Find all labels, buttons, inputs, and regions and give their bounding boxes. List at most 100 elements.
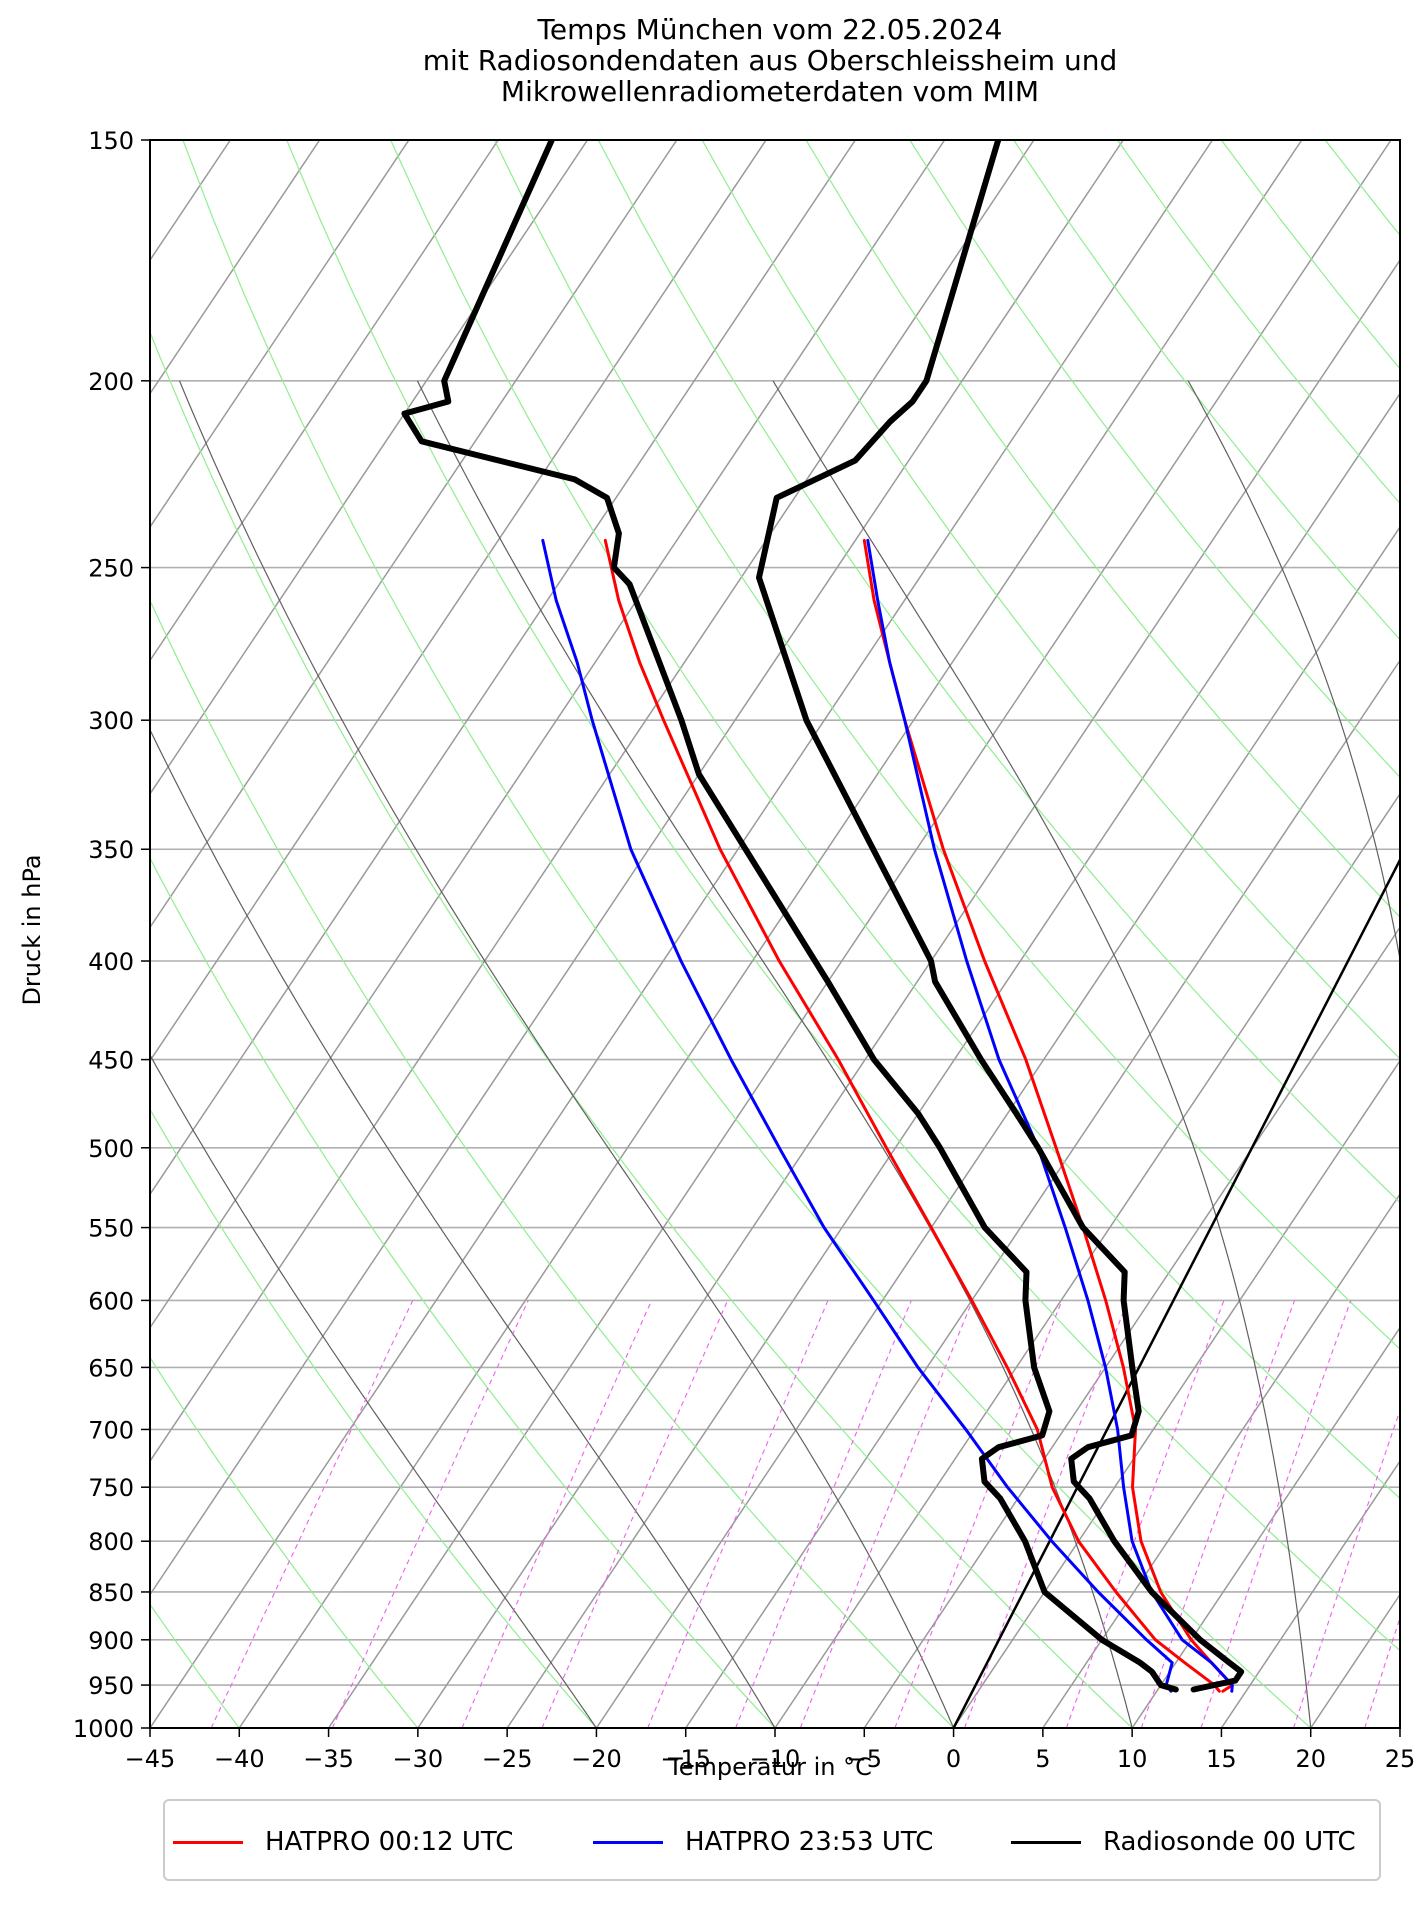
x-tick-label: −25	[482, 1745, 533, 1773]
legend-swatch-red	[173, 1840, 243, 1844]
x-tick-label: −45	[125, 1745, 176, 1773]
y-tick-label: 950	[88, 1672, 134, 1700]
title-line-3: Mikrowellenradiometerdaten vom MIM	[500, 75, 1040, 108]
mixing-ratio-line	[210, 1300, 414, 1728]
legend-swatch-black	[1011, 1840, 1081, 1844]
isotherm-gridline	[952, 1059, 1400, 1728]
isotherm-gridline	[150, 140, 1124, 1596]
isotherm-gridline	[150, 140, 1035, 1463]
dry-adiabat-line	[493, 140, 1400, 1350]
y-tick-label: 250	[88, 555, 134, 583]
x-tick-label: −5	[847, 1745, 882, 1773]
y-tick-label: 600	[88, 1287, 134, 1315]
isotherm-gridline	[595, 525, 1400, 1728]
x-tick-label: 5	[1035, 1745, 1050, 1773]
mixing-ratio-line	[963, 1300, 1129, 1728]
dry-adiabat-line	[150, 599, 955, 1728]
x-tick-label: 20	[1295, 1745, 1326, 1773]
mixing-ratio-line	[331, 1300, 529, 1728]
isotherm-gridline	[1310, 1593, 1400, 1728]
isotherm-gridline	[417, 258, 1400, 1728]
dry-adiabat-line	[1117, 140, 1400, 505]
x-tick-label: −40	[214, 1745, 265, 1773]
y-tick-label: 1000	[73, 1715, 134, 1743]
dry-adiabat-line	[150, 330, 1134, 1728]
moist-adiabat-line	[150, 1053, 597, 1728]
dry-adiabat-line	[182, 140, 1312, 1728]
series-radiosonde-00-utc-dewpoint	[401, 140, 1179, 1693]
dry-adiabat-line	[909, 140, 1400, 779]
y-tick-label: 300	[88, 707, 134, 735]
isotherm-gridline	[150, 140, 321, 395]
data-series	[401, 140, 1245, 1693]
mixing-ratio-line	[647, 1300, 829, 1728]
dry-adiabat-line	[150, 1603, 241, 1728]
dry-adiabat-line	[1013, 140, 1400, 641]
isotherm-gridline	[1131, 1326, 1400, 1728]
y-tick-label: 450	[88, 1047, 134, 1075]
dry-adiabat-line	[1324, 140, 1400, 237]
y-axis-label: Druck in hPa	[18, 854, 46, 1006]
moist-adiabat-line	[150, 728, 776, 1728]
dry-adiabat-line	[805, 140, 1400, 918]
dry-adiabat-line	[150, 1356, 419, 1728]
axis-ticks: 1502002503003504004505005506006507007508…	[73, 127, 1415, 1773]
isotherm-gridline	[506, 392, 1400, 1728]
isotherm-gridline	[150, 140, 1214, 1728]
legend-item-hatpro-0012: HATPRO 00:12 UTC	[173, 1801, 513, 1883]
isotherm-gridline	[774, 792, 1400, 1728]
moist-adiabat-line	[178, 380, 955, 1728]
isotherm-gridline	[150, 140, 767, 1063]
legend-item-hatpro-2353: HATPRO 23:53 UTC	[593, 1801, 933, 1883]
x-tick-label: −15	[660, 1745, 711, 1773]
isotherm-gridline	[150, 140, 946, 1330]
y-tick-label: 500	[88, 1135, 134, 1163]
y-tick-label: 650	[88, 1354, 134, 1382]
dry-adiabat-line	[1220, 140, 1400, 370]
isotherm-gridline	[1399, 1726, 1400, 1728]
isotherm-gridline	[238, 140, 1303, 1728]
mixing-ratio-line	[1292, 1408, 1400, 1728]
mixing-ratio-line	[799, 1300, 974, 1728]
mixing-ratio-line	[541, 1300, 729, 1728]
isotherm-gridline	[327, 140, 1392, 1728]
isotherm-gridline	[1220, 1459, 1400, 1728]
legend-label: HATPRO 23:53 UTC	[685, 1827, 934, 1857]
mixing-ratio-line	[1364, 1615, 1400, 1728]
moist-adiabat-line	[772, 380, 1312, 1728]
legend-swatch-blue	[593, 1840, 663, 1844]
x-tick-label: 25	[1385, 1745, 1416, 1773]
title-line-1: Temps München vom 22.05.2024	[537, 13, 1003, 46]
x-tick-label: −30	[393, 1745, 444, 1773]
mixing-ratio-line	[1140, 1300, 1296, 1728]
y-tick-label: 900	[88, 1627, 134, 1655]
x-axis-label: Temperatur in °C	[668, 1753, 872, 1781]
y-tick-label: 200	[88, 368, 134, 396]
y-tick-label: 400	[88, 948, 134, 976]
series-radiosonde-00-utc-temperature	[756, 140, 1245, 1693]
dry-adiabat-line	[286, 140, 1400, 1652]
freezing-reference-line	[952, 857, 1400, 1728]
moist-adiabat-line	[416, 380, 1133, 1728]
y-tick-label: 750	[88, 1474, 134, 1502]
y-tick-label: 550	[88, 1215, 134, 1243]
series-hatpro-00-12-utc-dewpoint	[603, 538, 1221, 1693]
isotherm-gridline	[685, 659, 1400, 1728]
x-tick-label: −20	[571, 1745, 622, 1773]
dry-adiabat-line	[701, 140, 1400, 1060]
dry-adiabat-line	[150, 1108, 598, 1728]
x-tick-label: 0	[946, 1745, 961, 1773]
plot-frame	[149, 139, 1401, 1729]
x-tick-label: −10	[750, 1745, 801, 1773]
y-tick-label: 800	[88, 1528, 134, 1556]
mixing-ratio-line	[735, 1300, 912, 1728]
isotherm-gridline	[150, 140, 678, 929]
legend: HATPRO 00:12 UTC HATPRO 23:53 UTC Radios…	[163, 1799, 1381, 1881]
dry-adiabat-line	[597, 140, 1400, 1204]
isotherm-gridline	[1042, 1192, 1400, 1728]
y-tick-label: 150	[88, 127, 134, 155]
isotherm-gridline	[150, 140, 499, 662]
x-tick-label: −35	[303, 1745, 354, 1773]
skewt-chart: 1502002503003504004505005506006507007508…	[73, 127, 1415, 1773]
isotherm-gridline	[150, 140, 410, 529]
